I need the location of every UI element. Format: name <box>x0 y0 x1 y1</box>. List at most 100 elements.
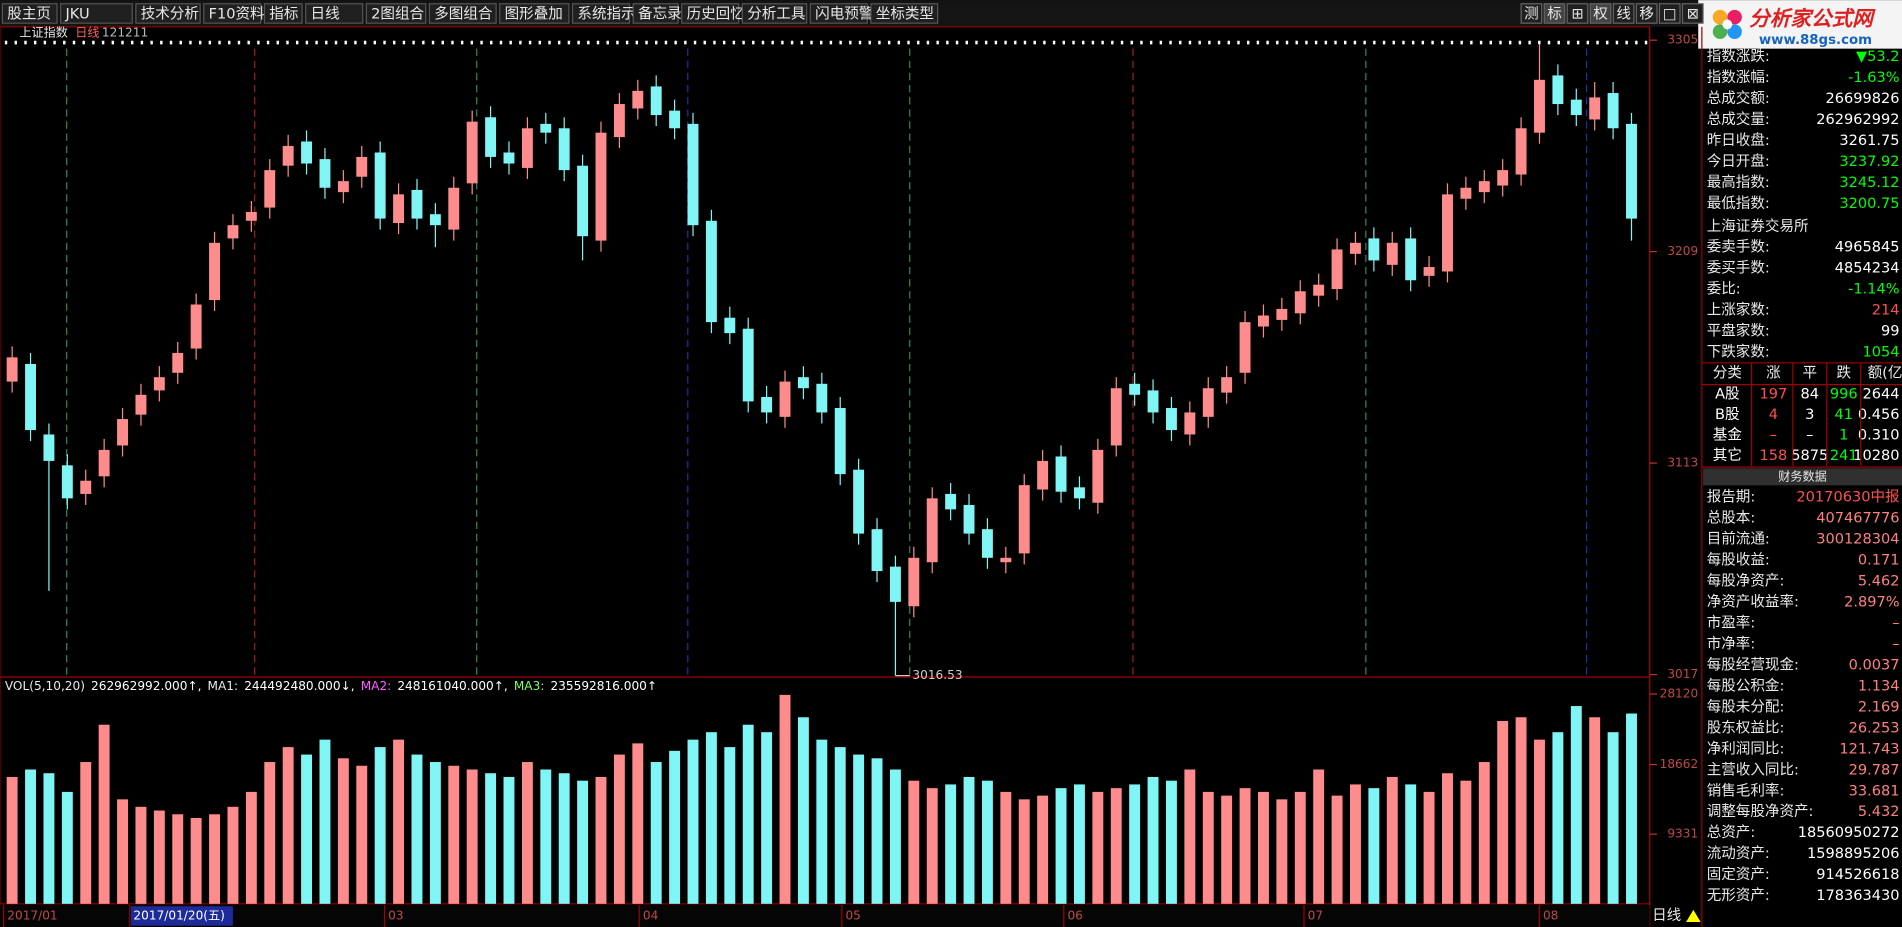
toolbar-label[interactable]: 备忘录 <box>638 6 682 23</box>
toolbar-label[interactable]: 股主页 <box>7 6 51 23</box>
panel-label: 委比: <box>1707 281 1741 298</box>
table-cell: 0.456 <box>1858 406 1900 423</box>
toolbar-button[interactable] <box>499 3 570 24</box>
x-tick-label: 05 <box>845 908 860 922</box>
candle-body <box>963 504 975 534</box>
volume-bar <box>1442 773 1453 904</box>
toolbar-label[interactable]: 日线 <box>311 6 340 23</box>
candle-body <box>669 110 681 129</box>
table-header: 平 <box>1803 365 1818 382</box>
volume-bar <box>1110 788 1122 904</box>
toolbar-label[interactable]: F10资料 <box>209 6 265 23</box>
volume-legend: 262962992.000↑, <box>91 679 201 693</box>
panel-label: 总成交额: <box>1707 89 1770 107</box>
toolbar-button[interactable] <box>681 3 740 24</box>
window-button[interactable] <box>1658 3 1681 24</box>
window-button-label[interactable]: 权 <box>1593 6 1608 23</box>
window-button[interactable] <box>1566 3 1589 24</box>
candle-body <box>1258 315 1269 327</box>
window-button-label[interactable]: □ <box>1663 6 1677 23</box>
y-tick-label: 28120 <box>1660 686 1699 700</box>
panel-label: 指数涨跌: <box>1707 48 1770 65</box>
toolbar-button[interactable] <box>428 3 497 24</box>
window-button-label[interactable]: 标 <box>1547 6 1562 23</box>
volume-bar <box>282 747 294 904</box>
panel-label: 调整每股净资产: <box>1707 803 1814 820</box>
toolbar-label[interactable]: JKU <box>65 6 90 23</box>
candle-body <box>1331 249 1343 290</box>
toolbar-label[interactable]: 历史回忆 <box>687 6 745 23</box>
window-button[interactable] <box>1612 3 1635 24</box>
volume-legend: MA2: <box>361 679 392 693</box>
toolbar-label[interactable]: 技术分析 <box>141 6 199 23</box>
candle-body <box>1092 449 1104 503</box>
window-button-label[interactable]: ⊞ <box>1571 6 1583 23</box>
toolbar-button[interactable] <box>741 3 808 24</box>
panel-label: 净资产收益率: <box>1707 593 1799 610</box>
volume-bar <box>816 739 828 904</box>
volume-bar <box>1350 784 1361 904</box>
panel-value: 29.787 <box>1849 761 1900 778</box>
exchange: 上海证券交易所 <box>1707 217 1809 235</box>
candle-body <box>282 145 294 166</box>
toolbar-label[interactable]: 指标 <box>269 6 298 23</box>
panel-value: 0.171 <box>1858 551 1900 568</box>
candle-body <box>558 128 570 171</box>
window-button-label[interactable]: 线 <box>1616 6 1631 23</box>
candle-body <box>1386 242 1398 265</box>
toolbar-button[interactable] <box>203 3 262 24</box>
toolbar-button[interactable] <box>365 3 427 24</box>
window-button[interactable] <box>1520 3 1543 24</box>
volume-bar <box>650 762 662 904</box>
volume-bar <box>1478 762 1490 904</box>
toolbar-label[interactable]: 2图组合 <box>371 6 424 23</box>
candle-body <box>209 242 221 301</box>
window-button-label[interactable]: 测 <box>1524 6 1539 23</box>
window-button-label[interactable]: 移 <box>1639 6 1654 23</box>
candle-body <box>25 363 36 431</box>
toolbar-label[interactable]: 分析工具 <box>747 6 805 23</box>
y-tick-label: 3209 <box>1667 244 1698 258</box>
toolbar-button[interactable] <box>263 3 303 24</box>
toolbar-label[interactable]: 图形叠加 <box>505 6 563 23</box>
volume-bar <box>945 784 957 904</box>
panel-value: 2.169 <box>1858 698 1900 715</box>
volume-bar <box>319 739 331 904</box>
window-button-label[interactable]: ⊠ <box>1687 6 1699 23</box>
panel-value: 214 <box>1872 302 1900 319</box>
candle-body <box>540 123 552 133</box>
table-cell: 5875 <box>1791 447 1828 464</box>
window-button[interactable] <box>1543 3 1566 24</box>
candle-body <box>871 529 883 572</box>
panel-value: 914526618 <box>1816 866 1899 883</box>
toolbar-button[interactable] <box>809 3 868 24</box>
panel-label: 平盘家数: <box>1707 322 1770 340</box>
toolbar-button[interactable] <box>870 3 939 24</box>
table-cell: 10280 <box>1853 447 1899 464</box>
toolbar-label[interactable]: 坐标类型 <box>876 6 934 23</box>
panel-label: 报告期: <box>1707 488 1756 505</box>
panel-label: 净利润同比: <box>1707 740 1785 757</box>
candle-body <box>1129 383 1141 395</box>
toolbar-button[interactable] <box>135 3 201 24</box>
window-button[interactable] <box>1635 3 1658 24</box>
toolbar-label[interactable]: 闪电预警 <box>815 6 873 23</box>
candle-body <box>1515 128 1527 175</box>
window-button[interactable] <box>1589 3 1612 24</box>
volume-bar <box>190 818 202 904</box>
toolbar-button[interactable] <box>632 3 679 24</box>
toolbar-button[interactable] <box>1 3 58 24</box>
toolbar-button[interactable] <box>305 3 364 24</box>
panel-label: 最低指数: <box>1707 195 1770 212</box>
candle-body <box>1350 242 1361 254</box>
candle-body <box>485 117 497 157</box>
toolbar-button[interactable] <box>60 3 133 24</box>
window-button[interactable] <box>1681 3 1704 24</box>
volume-bar <box>632 743 644 904</box>
candle-body <box>1552 75 1564 105</box>
candle-body <box>503 152 515 164</box>
toolbar-label[interactable]: 系统指示 <box>577 6 635 23</box>
volume-bar <box>1589 717 1601 904</box>
toolbar-button[interactable] <box>571 3 631 24</box>
toolbar-label[interactable]: 多图组合 <box>434 6 493 23</box>
